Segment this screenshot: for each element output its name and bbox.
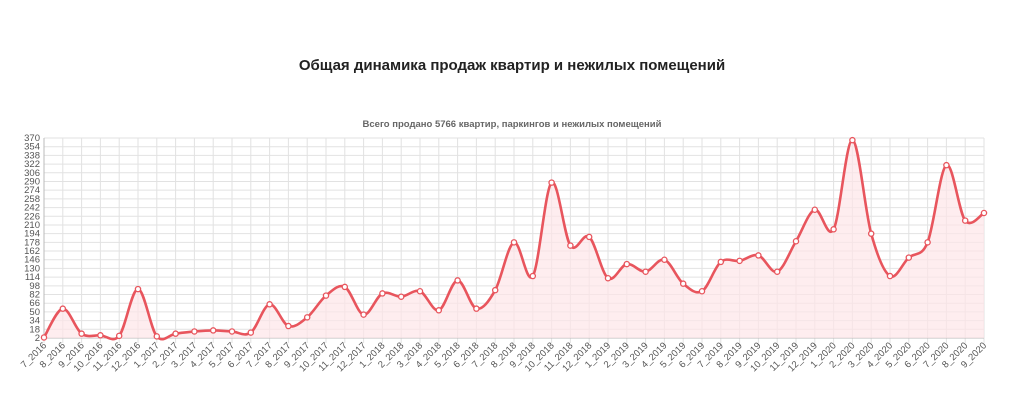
y-tick-label: 258 [24,194,40,205]
page-title: Общая динамика продаж квартир и нежилых … [298,57,726,74]
data-point [961,217,969,224]
data-point [980,209,988,217]
data-point [867,230,875,237]
data-point [303,314,311,321]
data-point [642,268,649,275]
data-point [491,286,499,294]
y-tick-label: 50 [29,307,40,318]
y-tick-label: 354 [24,142,40,153]
y-tick-label: 274 [24,185,40,196]
data-point [811,206,819,213]
data-point [548,179,555,186]
y-tick-label: 18 [29,324,40,335]
y-tick-label: 338 [24,150,40,161]
data-point [97,332,104,339]
data-point [454,277,461,284]
data-point [529,272,537,280]
data-point [435,307,443,314]
y-tick-label: 306 [24,168,40,179]
data-point [40,334,48,341]
data-point [510,239,518,246]
y-tick-label: 242 [24,203,40,214]
y-tick-label: 130 [24,263,40,274]
y-tick-label: 162 [24,246,40,257]
data-point [416,288,424,295]
data-point [773,268,781,275]
data-point [341,283,349,291]
y-tick-label: 114 [25,272,40,283]
data-point [792,238,800,245]
y-tick-label: 66 [29,298,40,309]
series-line [42,138,985,341]
y-tick-label: 290 [24,176,40,187]
data-point [567,242,574,249]
data-point [379,290,386,297]
data-point [59,305,67,312]
data-point [905,254,913,261]
data-point [604,274,612,282]
data-point [266,301,273,308]
data-point [360,311,367,318]
data-point [943,161,950,169]
data-point [209,327,217,334]
data-point [717,258,725,266]
y-tick-label: 194 [24,229,40,240]
y-tick-label: 98 [29,281,40,292]
y-tick-label: 82 [29,290,40,301]
data-point [78,330,85,337]
y-tick-label: 34 [29,316,40,327]
y-tick-label: 370 [24,133,40,144]
data-point [322,292,330,299]
y-tick-label: 210 [24,220,40,231]
data-point [153,333,161,340]
y-tick-label: 226 [24,211,40,222]
data-point [397,293,405,300]
data-point [585,233,593,241]
data-point [172,330,179,337]
data-point [623,260,631,268]
data-point [698,288,706,295]
data-point [755,252,762,259]
y-tick-label: 2 [35,333,40,344]
y-tick-label: 146 [24,255,40,266]
data-point [661,256,668,263]
data-point [849,136,856,144]
series-area [44,140,984,340]
data-point [134,285,142,293]
data-point [115,332,123,340]
data-point [736,257,743,265]
data-point [228,328,236,335]
data-point [679,280,687,287]
data-point [830,226,837,233]
y-tick-label: 178 [24,237,40,248]
data-point [886,272,894,280]
data-point [191,328,198,335]
y-tick-label: 322 [24,159,40,170]
data-point [473,305,480,312]
data-point [924,239,931,246]
chart-subtitle: Всего продано 5766 квартир, паркингов и … [362,119,662,130]
data-point [285,322,292,330]
data-point [247,329,255,336]
